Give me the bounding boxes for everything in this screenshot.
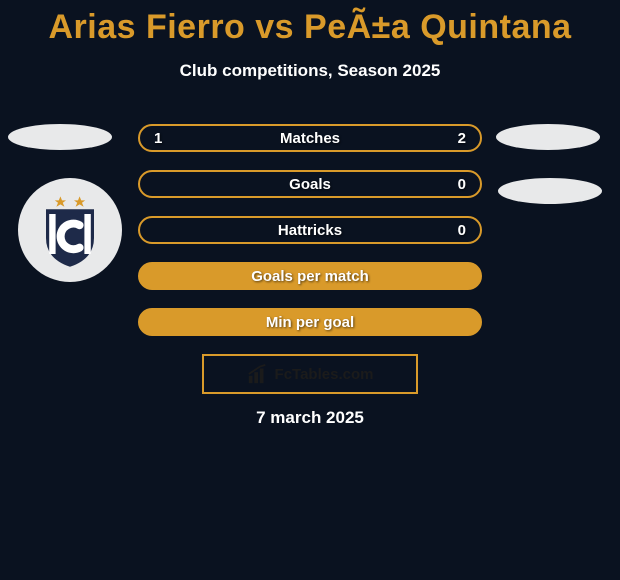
stat-label: Goals per match bbox=[251, 268, 369, 285]
stat-value-left: 1 bbox=[154, 130, 162, 147]
stats-panel: 1 Matches 2 Goals 0 Hattricks 0 Goals pe… bbox=[138, 124, 482, 354]
stat-value-right: 2 bbox=[458, 130, 466, 147]
player-right-placeholder-2 bbox=[498, 178, 602, 204]
stat-value-right: 0 bbox=[458, 222, 466, 239]
stat-row-goals-per-match: Goals per match bbox=[138, 262, 482, 290]
player-left-placeholder bbox=[8, 124, 112, 150]
stat-label: Hattricks bbox=[278, 222, 342, 239]
stat-row-matches: 1 Matches 2 bbox=[138, 124, 482, 152]
club-badge-svg bbox=[30, 190, 110, 270]
club-badge bbox=[18, 178, 122, 282]
stat-label: Min per goal bbox=[266, 314, 354, 331]
brand-inner: FcTables.com bbox=[247, 363, 374, 385]
player-right-placeholder-1 bbox=[496, 124, 600, 150]
footer-date: 7 march 2025 bbox=[0, 408, 620, 428]
page-title: Arias Fierro vs PeÃ±a Quintana bbox=[0, 0, 620, 47]
stat-value-right: 0 bbox=[458, 176, 466, 193]
page-subtitle: Club competitions, Season 2025 bbox=[0, 61, 620, 81]
stat-label: Matches bbox=[280, 130, 340, 147]
stat-row-hattricks: Hattricks 0 bbox=[138, 216, 482, 244]
brand-box: FcTables.com bbox=[202, 354, 418, 394]
bar-chart-icon bbox=[247, 363, 269, 385]
stat-label: Goals bbox=[289, 176, 331, 193]
stat-row-min-per-goal: Min per goal bbox=[138, 308, 482, 336]
brand-text: FcTables.com bbox=[275, 366, 374, 383]
stat-row-goals: Goals 0 bbox=[138, 170, 482, 198]
